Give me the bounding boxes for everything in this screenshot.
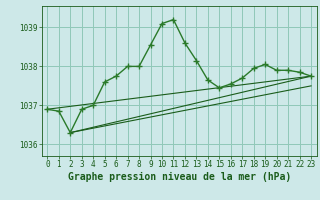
X-axis label: Graphe pression niveau de la mer (hPa): Graphe pression niveau de la mer (hPa)	[68, 172, 291, 182]
